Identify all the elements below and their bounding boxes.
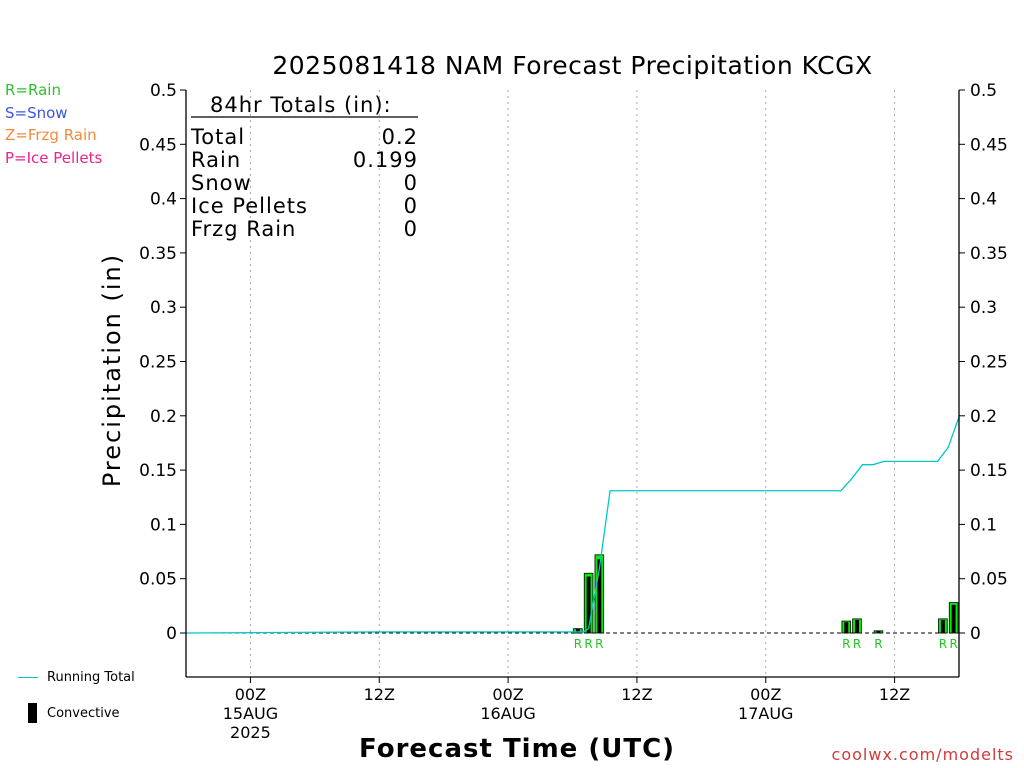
x-axis-label: Forecast Time (UTC) (359, 734, 676, 764)
totals-row-label: Rain (191, 148, 241, 172)
ptype-label: R (949, 637, 957, 651)
x-tick-label: 15AUG (223, 704, 278, 723)
running-total-legend-label: Running Total (47, 670, 135, 685)
ptype-label: R (595, 637, 603, 651)
ptype-label: R (584, 637, 592, 651)
y-tick-label-left: 0.05 (139, 570, 177, 590)
y-tick-label-right: 0.1 (970, 515, 997, 535)
convective-legend-label: Convective (47, 706, 120, 721)
chart-title: 2025081418 NAM Forecast Precipitation KC… (272, 51, 873, 80)
y-axis-label: Precipitation (in) (98, 252, 126, 488)
y-tick-label-right: 0.4 (970, 190, 997, 210)
totals-row-label: Snow (191, 171, 252, 195)
y-tick-label-left: 0 (166, 624, 177, 644)
totals-row-label: Ice Pellets (191, 194, 308, 218)
x-tick-label: 12Z (621, 685, 652, 704)
y-tick-label-left: 0.2 (150, 407, 177, 427)
totals-row-label: Total (190, 125, 245, 149)
watermark: coolwx.com/modelts (831, 745, 1014, 764)
totals-row-label: Frzg Rain (191, 217, 296, 241)
legend-snow: S=Snow (5, 104, 68, 122)
convective-legend-swatch (28, 703, 37, 723)
totals-row-value: 0 (404, 217, 418, 241)
ptype-label: R (874, 637, 882, 651)
ptype-label: R (574, 637, 582, 651)
y-tick-label-left: 0.35 (139, 244, 177, 264)
x-tick-label: 16AUG (480, 704, 535, 723)
y-tick-label-left: 0.3 (150, 298, 177, 318)
convective-bar (940, 619, 945, 633)
y-tick-label-right: 0.45 (970, 135, 1008, 155)
convective-bar (844, 622, 849, 633)
x-tick-label: 00Z (750, 685, 781, 704)
running-total-legend-line (18, 677, 38, 678)
ptype-label: R (939, 637, 947, 651)
y-tick-label-left: 0.15 (139, 461, 177, 481)
y-tick-label-right: 0.15 (970, 461, 1008, 481)
y-tick-label-right: 0 (970, 624, 981, 644)
x-tick-label: 00Z (235, 685, 266, 704)
totals-row-value: 0.2 (382, 125, 418, 149)
ptype-label: R (853, 637, 861, 651)
x-tick-label: 12Z (879, 685, 910, 704)
ptype-label: R (842, 637, 850, 651)
convective-bar (876, 630, 881, 633)
x-tick-label: 12Z (364, 685, 395, 704)
legend-ice-pellets: P=Ice Pellets (5, 149, 103, 167)
y-tick-label-right: 0.5 (970, 81, 997, 101)
totals-row-value: 0 (404, 171, 418, 195)
totals-row-value: 0 (404, 194, 418, 218)
legend-frzg-rain: Z=Frzg Rain (5, 126, 97, 144)
y-tick-label-left: 0.4 (150, 190, 177, 210)
convective-bar (586, 576, 591, 633)
y-tick-label-right: 0.2 (970, 407, 997, 427)
y-tick-label-right: 0.05 (970, 570, 1008, 590)
totals-header: 84hr Totals (in): (210, 93, 392, 117)
y-tick-label-right: 0.35 (970, 244, 1008, 264)
x-tick-label: 2025 (230, 723, 271, 742)
legend-rain: R=Rain (5, 81, 61, 99)
running-total-line (185, 416, 960, 634)
y-tick-label-left: 0.5 (150, 81, 177, 101)
y-tick-label-left: 0.45 (139, 135, 177, 155)
x-tick-label: 17AUG (738, 704, 793, 723)
convective-bar (575, 628, 580, 633)
convective-bar (597, 559, 602, 633)
y-tick-label-left: 0.1 (150, 515, 177, 535)
totals-row-value: 0.199 (353, 148, 418, 172)
y-tick-label-right: 0.3 (970, 298, 997, 318)
x-tick-label: 00Z (492, 685, 523, 704)
y-tick-label-left: 0.25 (139, 353, 177, 373)
y-tick-label-right: 0.25 (970, 353, 1008, 373)
convective-bar (951, 604, 956, 633)
convective-bar (855, 619, 859, 633)
